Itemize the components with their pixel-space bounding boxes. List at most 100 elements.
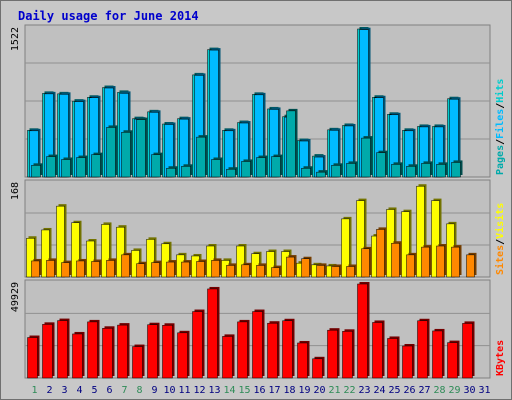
bar-pages-day-20 [316, 171, 326, 178]
bar-pages-day-14 [226, 168, 236, 178]
bar-sites-day-23 [361, 248, 370, 278]
panel-kbytes: 49929 KBytes [10, 279, 506, 379]
day-label-2: 2 [46, 385, 52, 396]
day-label-5: 5 [91, 385, 97, 396]
bar-pages-day-1 [31, 165, 41, 178]
bar-pages-day-10 [166, 167, 176, 178]
day-label-10: 10 [163, 385, 175, 396]
bar-sites-day-8 [136, 263, 145, 278]
bar-sites-day-16 [256, 265, 265, 278]
bar-pages-day-11 [181, 166, 191, 178]
bar-pages-day-24 [376, 152, 386, 178]
series-pages [31, 108, 463, 178]
bar-kbytes-day-5 [87, 321, 98, 379]
bar-sites-day-28 [436, 245, 445, 278]
bar-pages-day-23 [361, 137, 371, 178]
bar-pages-day-28 [436, 164, 446, 178]
day-label-12: 12 [193, 385, 205, 396]
bar-kbytes-day-14 [222, 336, 233, 379]
day-label-18: 18 [283, 385, 295, 396]
day-label-29: 29 [448, 385, 460, 396]
day-label-6: 6 [106, 385, 112, 396]
bar-pages-day-18 [286, 110, 296, 178]
day-label-21: 21 [328, 385, 340, 396]
bar-sites-day-1 [31, 260, 40, 278]
bar-sites-day-30 [466, 254, 475, 278]
bar-sites-day-20 [316, 265, 325, 278]
legend-sites: Sites [494, 245, 506, 275]
bar-pages-day-27 [421, 163, 431, 178]
bar-sites-day-19 [301, 258, 310, 278]
bar-kbytes-day-16 [252, 311, 263, 379]
bar-sites-day-27 [421, 246, 430, 278]
day-label-17: 17 [268, 385, 280, 396]
day-label-26: 26 [403, 385, 415, 396]
day-label-27: 27 [418, 385, 430, 396]
day-label-1: 1 [31, 385, 37, 396]
legend-separator: / [495, 103, 506, 109]
bar-pages-day-25 [391, 164, 401, 178]
bar-kbytes-day-8 [132, 346, 143, 379]
bar-visits-day-23 [356, 200, 365, 278]
bar-kbytes-day-11 [177, 332, 188, 379]
day-label-16: 16 [253, 385, 265, 396]
bar-sites-day-22 [346, 266, 355, 278]
panel-max-label: 49929 [10, 282, 21, 312]
bar-kbytes-day-13 [207, 288, 218, 379]
series-kbytes [27, 282, 475, 379]
bar-sites-day-25 [391, 242, 400, 278]
bar-visits-day-7 [116, 226, 125, 278]
bar-kbytes-day-9 [147, 324, 158, 379]
day-label-23: 23 [358, 385, 370, 396]
bar-kbytes-day-21 [327, 329, 338, 379]
bar-visits-day-22 [341, 218, 350, 278]
bar-kbytes-day-23 [357, 283, 368, 379]
day-label-22: 22 [343, 385, 355, 396]
day-label-20: 20 [313, 385, 325, 396]
bar-kbytes-day-10 [162, 325, 173, 379]
bar-sites-day-29 [451, 246, 460, 278]
day-label-28: 28 [433, 385, 445, 396]
series-sites [31, 227, 477, 278]
bar-pages-day-17 [271, 156, 281, 178]
bar-kbytes-day-15 [237, 321, 248, 379]
legend-kbytes: KBytes [495, 340, 506, 376]
day-label-7: 7 [121, 385, 127, 396]
bar-sites-day-10 [166, 261, 175, 278]
bar-visits-day-1 [26, 238, 35, 278]
bar-kbytes-day-22 [342, 331, 353, 379]
day-label-31: 31 [478, 385, 490, 396]
panel-visits-sites: 168 Sites/Visits [10, 179, 506, 278]
bar-visits-day-4 [71, 222, 80, 278]
bar-pages-day-21 [331, 165, 341, 178]
day-label-30: 30 [463, 385, 475, 396]
bar-visits-day-28 [431, 200, 440, 278]
day-label-3: 3 [61, 385, 67, 396]
legend-hits: Hits [494, 79, 506, 103]
bar-kbytes-day-19 [297, 342, 308, 379]
day-label-4: 4 [76, 385, 82, 396]
bar-kbytes-day-24 [372, 322, 383, 379]
bar-pages-day-4 [76, 157, 86, 178]
legend-visits: Visits [494, 203, 506, 239]
day-label-9: 9 [151, 385, 157, 396]
bar-kbytes-day-1 [27, 337, 38, 379]
legend-pages: Pages [495, 145, 506, 175]
bar-pages-day-2 [46, 156, 56, 178]
bar-pages-day-29 [451, 162, 461, 178]
bar-kbytes-day-27 [417, 320, 428, 379]
bar-pages-day-16 [256, 157, 266, 178]
bar-sites-day-13 [211, 260, 220, 278]
bar-sites-day-15 [241, 264, 250, 278]
bar-pages-day-15 [241, 161, 251, 178]
day-label-15: 15 [238, 385, 250, 396]
bar-kbytes-day-2 [42, 324, 53, 379]
legend-separator: / [495, 139, 506, 145]
bar-kbytes-day-25 [387, 338, 398, 379]
day-label-24: 24 [373, 385, 385, 396]
day-label-13: 13 [208, 385, 220, 396]
bar-sites-day-5 [91, 261, 100, 278]
bar-sites-day-7 [121, 254, 130, 278]
